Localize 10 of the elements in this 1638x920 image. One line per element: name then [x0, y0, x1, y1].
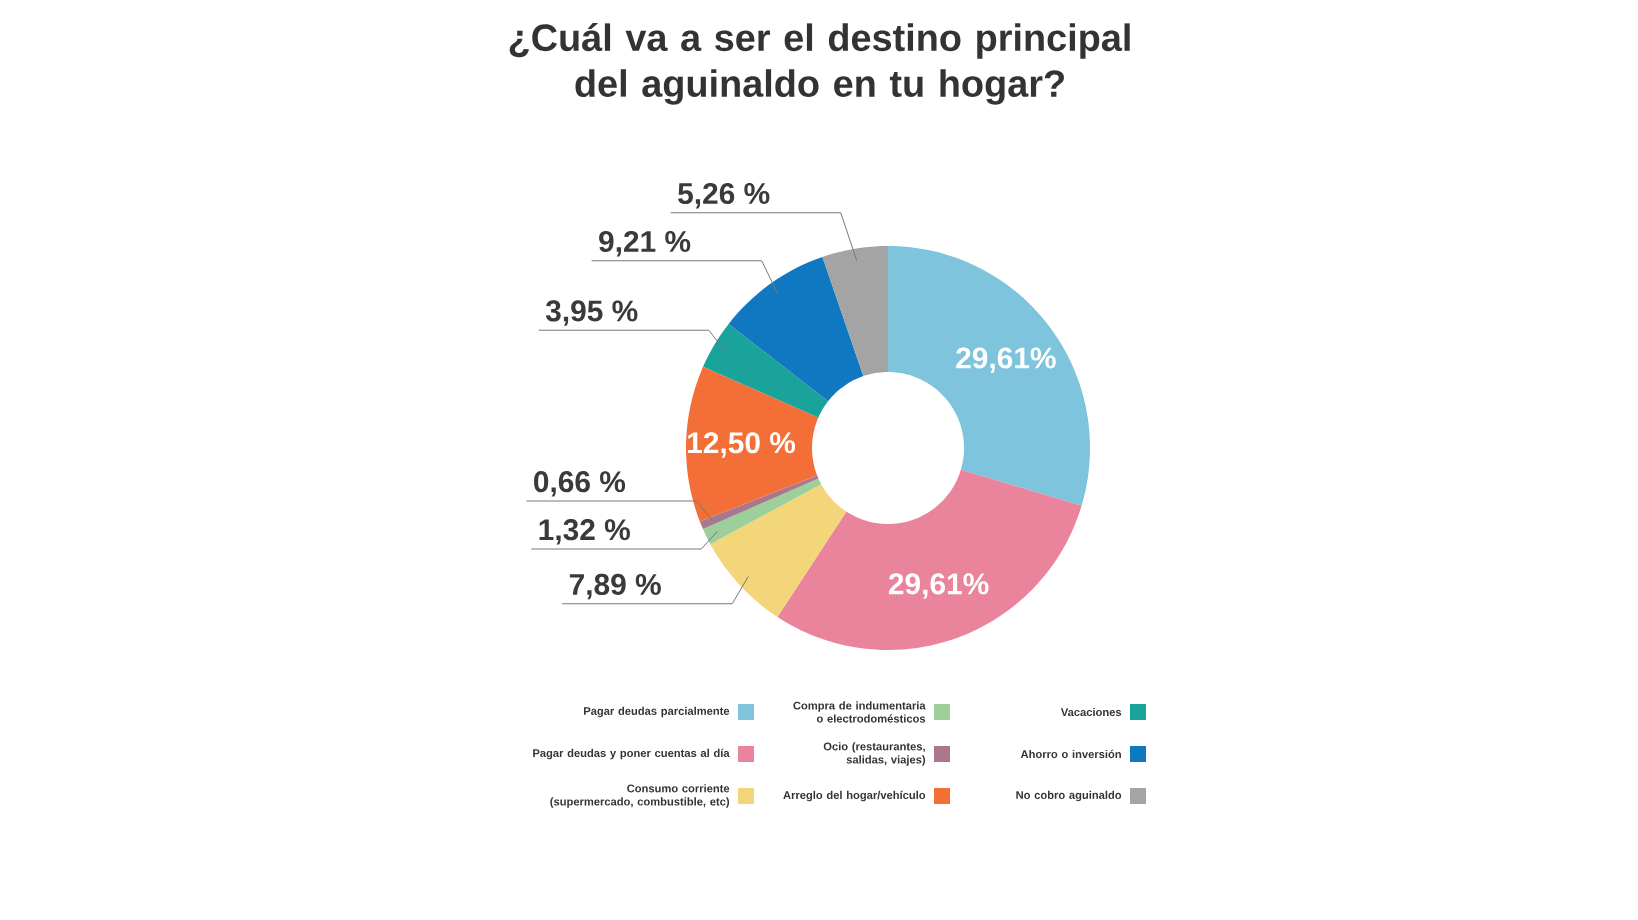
data-label: 1,32 % — [539, 519, 630, 545]
data-label: 12,50 % — [688, 432, 796, 458]
chart-title: ¿Cuál va a ser el destino principal del aguinaldo en tu hogar? — [509, 23, 1130, 105]
data-label: 29,61% — [956, 347, 1056, 373]
data-label: 29,61% — [888, 573, 989, 599]
data-label: 0,66 % — [534, 471, 626, 497]
data-label: 7,89 % — [569, 573, 661, 600]
data-label: 5,26 % — [678, 182, 770, 209]
data-label: 3,95 % — [545, 300, 638, 326]
data-label: 9,21 % — [599, 230, 691, 257]
